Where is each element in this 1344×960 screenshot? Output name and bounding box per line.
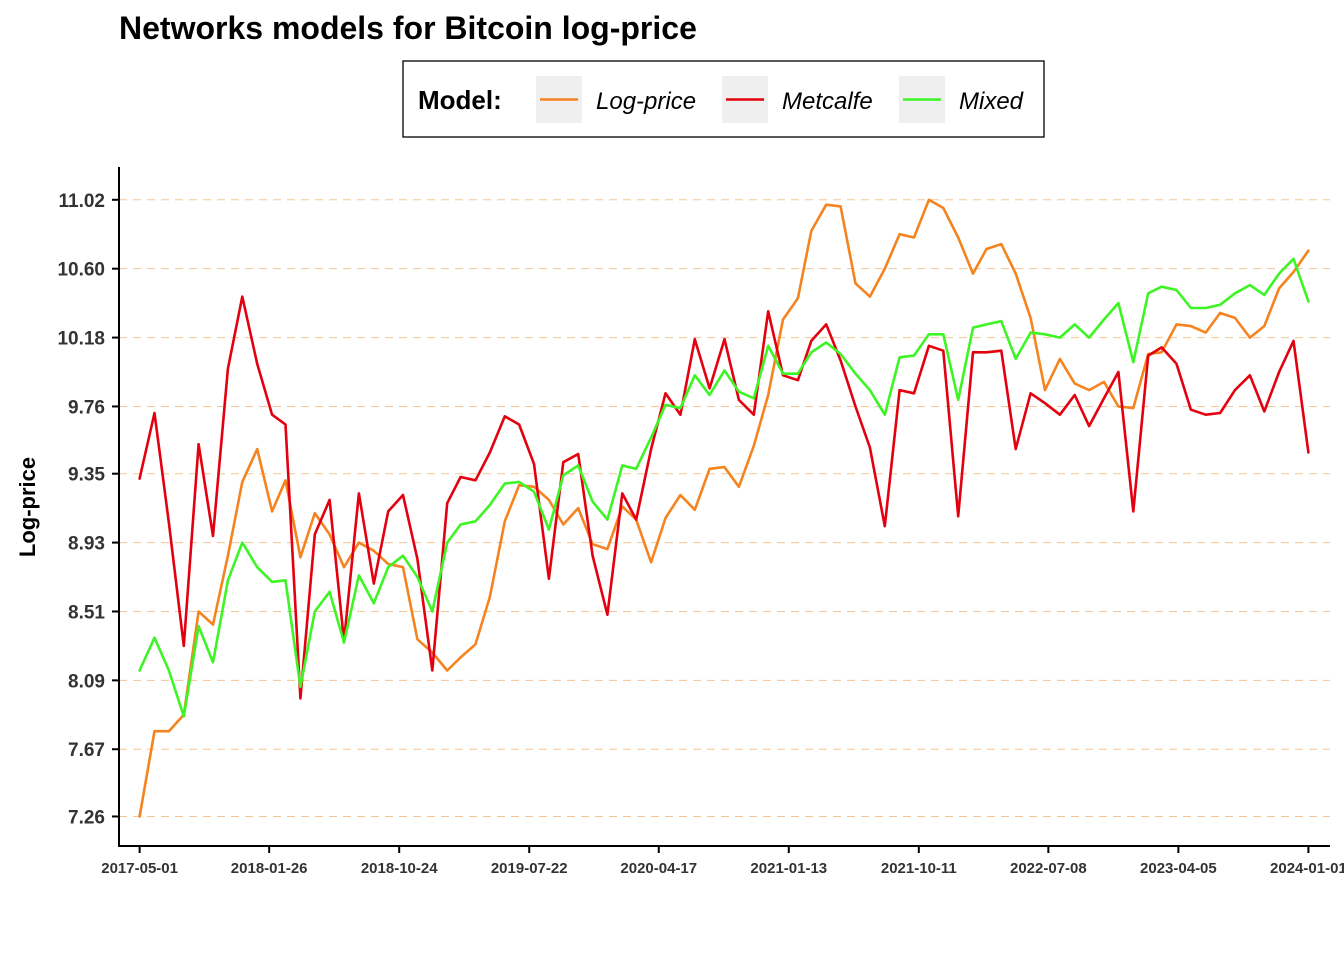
x-tick-label: 2022-07-08 bbox=[1010, 860, 1087, 877]
y-tick-label: 8.51 bbox=[68, 602, 105, 623]
x-tick-label: 2019-07-22 bbox=[491, 860, 568, 877]
x-tick-label: 2021-01-13 bbox=[750, 860, 827, 877]
x-tick-label: 2020-04-17 bbox=[620, 860, 697, 877]
x-tick-label: 2024-01-01 bbox=[1270, 860, 1344, 877]
y-tick-label: 11.02 bbox=[59, 191, 106, 212]
x-tick-label: 2017-05-01 bbox=[101, 860, 178, 877]
x-tick-label: 2018-10-24 bbox=[361, 860, 438, 877]
legend-label-metcalfe: Metcalfe bbox=[782, 88, 873, 115]
series-line-metcalfe bbox=[138, 295, 1310, 700]
legend-entries: Log-price Metcalfe Mixed bbox=[536, 76, 1024, 123]
y-tick-label: 8.93 bbox=[68, 534, 105, 555]
x-tick-label: 2021-10-11 bbox=[881, 860, 957, 877]
y-axis-ticks: 7.26 7.67 8.09 8.51 8.93 9.35 9.76 10.18 10.60 11… bbox=[57, 191, 119, 828]
y-tick-label: 7.26 bbox=[68, 807, 105, 828]
series-lines bbox=[138, 198, 1310, 818]
x-tick-label: 2023-04-05 bbox=[1140, 860, 1217, 877]
y-tick-label: 9.76 bbox=[68, 397, 105, 418]
legend-title: Model: bbox=[418, 85, 502, 115]
y-tick-label: 10.60 bbox=[57, 260, 105, 281]
x-axis-ticks: 2017-05-01 2018-01-26 2018-10-24 2019-07-22… bbox=[101, 846, 1344, 877]
y-tick-label: 7.67 bbox=[68, 740, 105, 761]
legend-label-log-price: Log-price bbox=[596, 88, 696, 115]
chart-title: Networks models for Bitcoin log-price bbox=[119, 10, 697, 46]
x-tick-label: 2018-01-26 bbox=[231, 860, 308, 877]
y-tick-label: 9.35 bbox=[68, 465, 105, 486]
y-tick-label: 8.09 bbox=[68, 671, 105, 692]
series-line-mixed bbox=[138, 257, 1310, 718]
legend-label-mixed: Mixed bbox=[959, 88, 1024, 115]
legend: Model: Log-price Metcalfe Mixed bbox=[402, 60, 1045, 138]
y-axis-label: Log-price bbox=[15, 457, 40, 557]
y-tick-label: 10.18 bbox=[57, 329, 105, 350]
